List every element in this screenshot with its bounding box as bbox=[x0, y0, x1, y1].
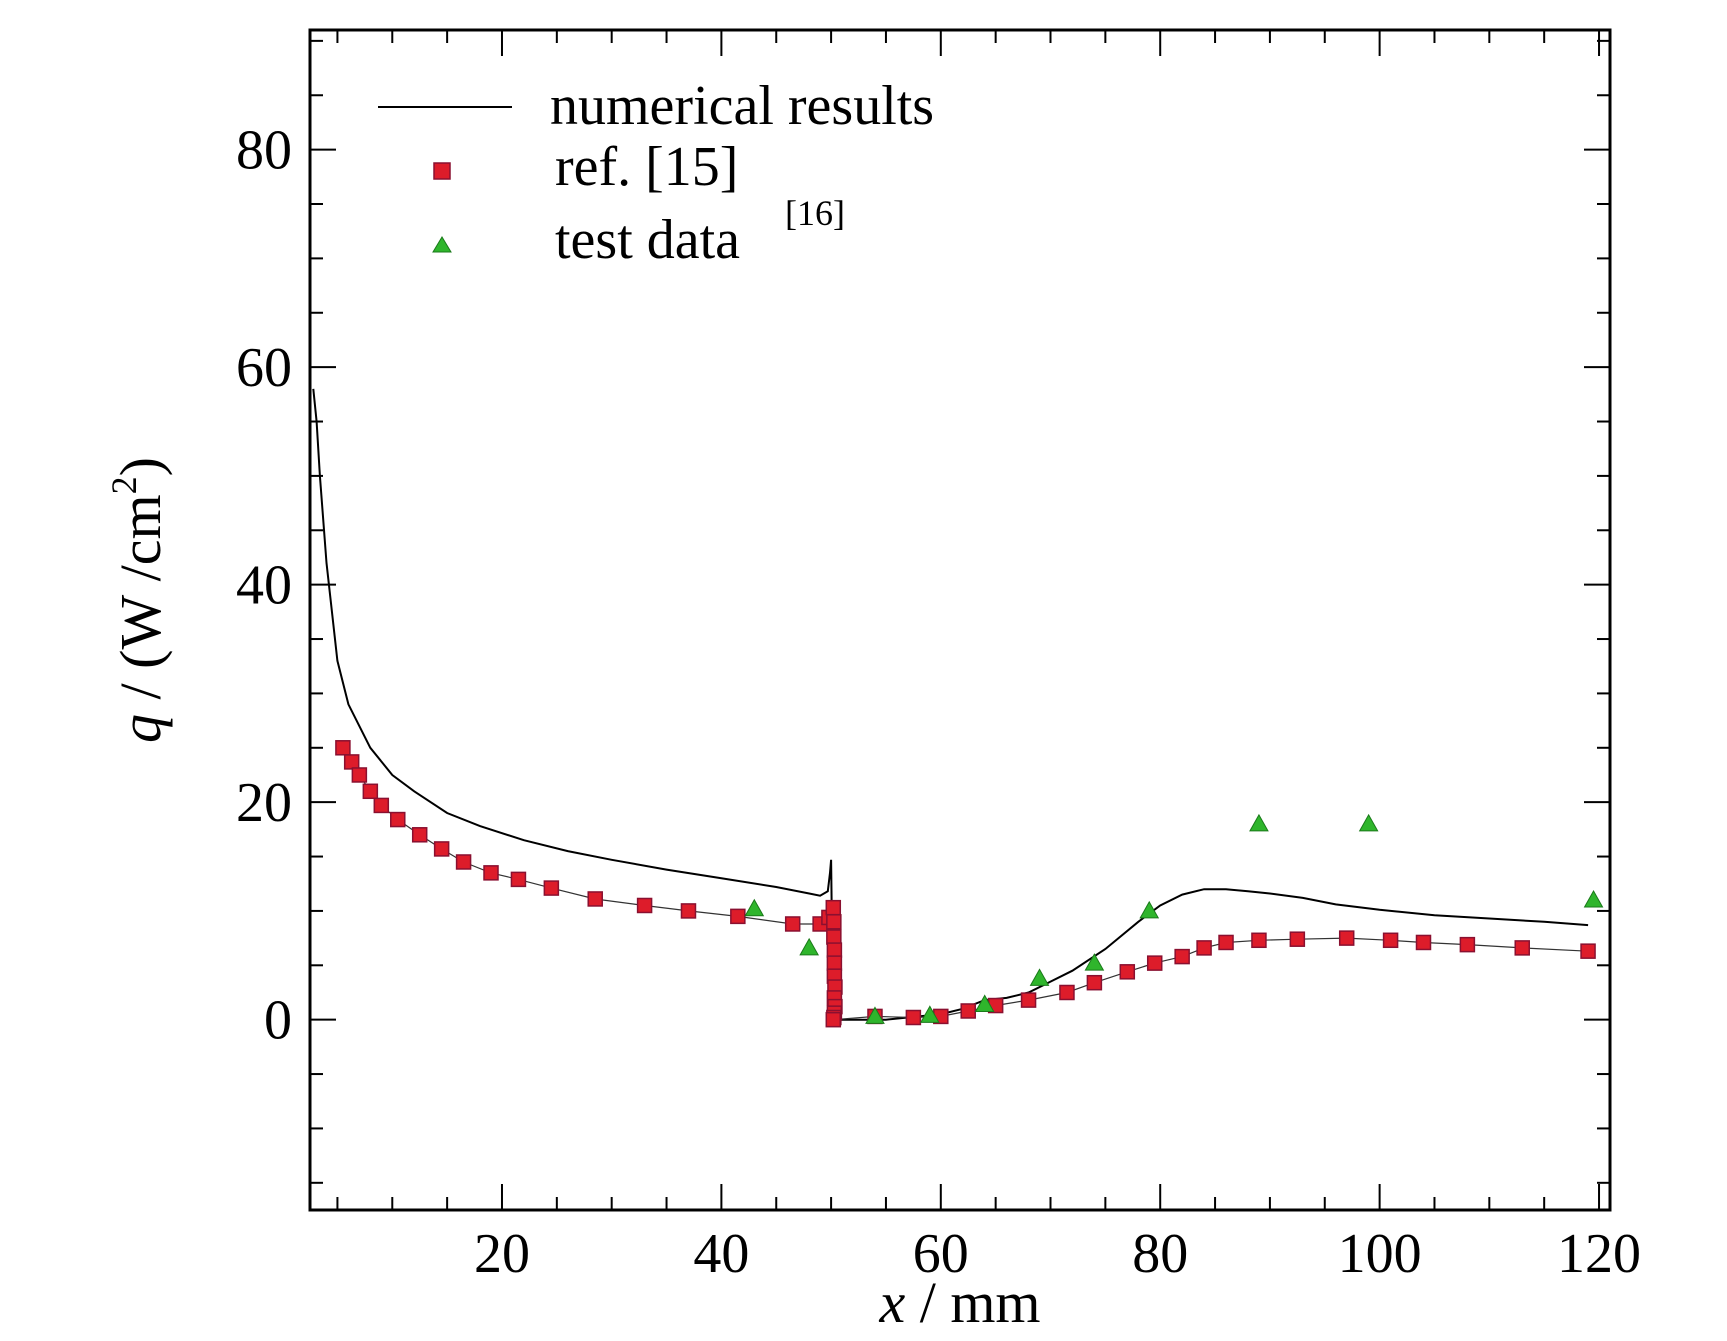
ref-15-point bbox=[433, 841, 450, 857]
ref-15-point bbox=[825, 899, 842, 916]
test-data-point bbox=[1249, 813, 1269, 832]
ref-15-point bbox=[1415, 934, 1432, 951]
ref-15-point bbox=[1580, 943, 1596, 959]
ref-15-point bbox=[1218, 934, 1234, 951]
numerical-results-line bbox=[312, 388, 1589, 1021]
x-tick-label: 20 bbox=[474, 1223, 530, 1285]
ref-15-point bbox=[343, 754, 360, 770]
test-data-point bbox=[1583, 890, 1604, 908]
ref-15-point bbox=[1514, 940, 1530, 956]
ref-15-point bbox=[362, 783, 379, 800]
ref-15-point bbox=[1382, 932, 1399, 949]
ref-15-point bbox=[1174, 948, 1190, 965]
plot-frame bbox=[308, 28, 1612, 1212]
ref-15-point bbox=[373, 797, 390, 814]
ref-15-point bbox=[636, 897, 653, 914]
test-data-point bbox=[1358, 813, 1379, 832]
legend-label-test-data: test data bbox=[555, 209, 740, 271]
ref-15-point bbox=[1119, 964, 1136, 980]
ref-15-point bbox=[1146, 955, 1163, 971]
ref-15-point bbox=[905, 1009, 922, 1026]
ref-15-point bbox=[825, 1011, 842, 1028]
ref-15-point bbox=[784, 916, 801, 932]
x-tick-label: 100 bbox=[1338, 1223, 1422, 1285]
ref-15-point bbox=[335, 740, 351, 756]
ref-15-point bbox=[826, 955, 843, 971]
y-tick-label: 60 bbox=[236, 337, 292, 399]
x-tick-label: 40 bbox=[693, 1223, 749, 1285]
legend: numerical results ref. [15] test data [1… bbox=[378, 75, 934, 271]
ref-15-point bbox=[730, 908, 746, 925]
ref-15-point bbox=[351, 767, 368, 783]
ref-15-point bbox=[510, 871, 527, 888]
y-tick-label: 40 bbox=[236, 555, 292, 617]
legend-label-numerical-results: numerical results bbox=[550, 75, 934, 137]
ref-15-point bbox=[1020, 992, 1037, 1008]
ref-15-point bbox=[587, 891, 603, 907]
ref-15-point bbox=[1251, 932, 1267, 949]
y-axis-label: q / (W /cm2) bbox=[104, 457, 173, 743]
ref-15-point bbox=[680, 903, 697, 919]
legend-label-ref-15: ref. [15] bbox=[555, 136, 738, 198]
x-axis-unit: / mm bbox=[905, 1270, 1040, 1335]
test-data-point bbox=[1029, 968, 1050, 986]
ref-15-point bbox=[390, 811, 406, 828]
legend-square-swatch bbox=[433, 162, 451, 180]
ref-15-point bbox=[960, 1003, 976, 1019]
x-tick-label: 120 bbox=[1557, 1223, 1641, 1285]
test-data-point bbox=[799, 937, 820, 956]
ref-15-point bbox=[826, 942, 843, 958]
x-tick-labels: 20 40 60 80 100 120 bbox=[474, 1223, 1641, 1285]
axis-ticks bbox=[310, 30, 1610, 1210]
test-data-point bbox=[744, 898, 765, 917]
ref-15-point bbox=[483, 865, 499, 881]
ref-15-point bbox=[1338, 930, 1355, 946]
ref-15-point bbox=[455, 854, 472, 870]
x-tick-label: 60 bbox=[913, 1223, 969, 1285]
y-tick-label: 0 bbox=[264, 990, 292, 1052]
y-axis-unit: / (W /cm bbox=[108, 494, 173, 714]
legend-label-test-data-ref: [16] bbox=[785, 193, 845, 233]
ref-15-point bbox=[1196, 940, 1212, 956]
ref-15-point bbox=[1059, 984, 1075, 1001]
y-tick-label: 80 bbox=[236, 120, 292, 182]
test-data-point bbox=[974, 994, 995, 1012]
ref-15-connector bbox=[342, 747, 1589, 1021]
y-axis-unit-close: ) bbox=[108, 457, 173, 476]
x-axis-label: x / mm bbox=[878, 1270, 1040, 1335]
ref-15-point bbox=[411, 827, 428, 843]
legend-triangle-swatch bbox=[432, 236, 452, 253]
ref-15-series bbox=[335, 740, 1596, 1028]
test-data-point bbox=[1139, 900, 1160, 919]
ref-15-point bbox=[826, 929, 842, 945]
y-axis-unit-exponent: 2 bbox=[104, 476, 144, 494]
test-data-point bbox=[865, 1006, 885, 1024]
y-axis-variable: q bbox=[108, 714, 173, 743]
test-data-point bbox=[1084, 953, 1105, 971]
y-tick-labels: 0 20 40 60 80 bbox=[236, 120, 292, 1052]
test-data-point bbox=[919, 1005, 940, 1023]
test-data-series bbox=[744, 813, 1604, 1024]
numerical-results-series bbox=[312, 388, 1589, 1021]
ref-15-point bbox=[1289, 931, 1306, 947]
ref-15-point bbox=[826, 914, 842, 930]
ref-15-point bbox=[543, 880, 560, 896]
y-tick-label: 20 bbox=[236, 772, 292, 834]
ref-15-point bbox=[1459, 936, 1476, 953]
x-tick-label: 80 bbox=[1132, 1223, 1188, 1285]
x-axis-variable: x bbox=[878, 1270, 905, 1335]
ref-15-point bbox=[1086, 974, 1103, 991]
